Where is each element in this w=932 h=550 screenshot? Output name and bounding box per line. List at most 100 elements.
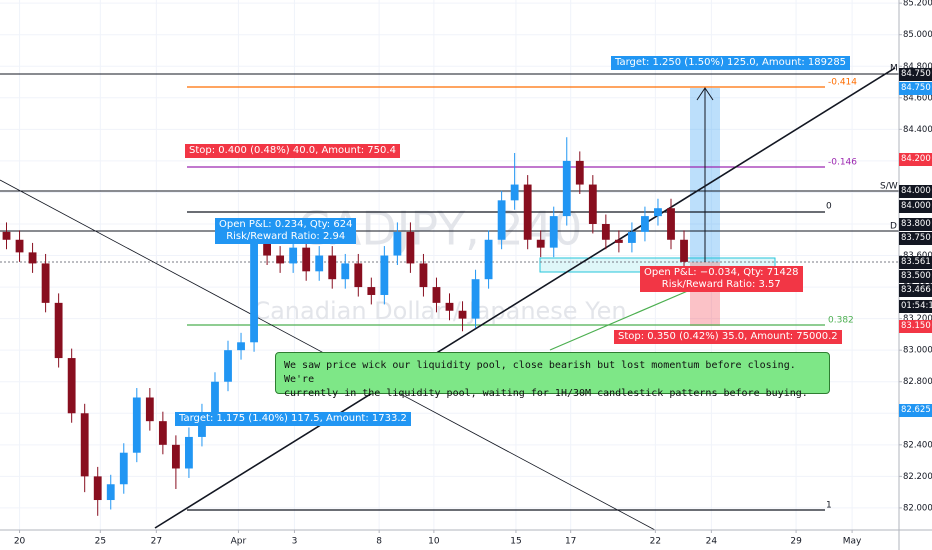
y-tick-label: 83.200: [903, 314, 932, 324]
price-box: 84.000: [899, 184, 932, 198]
note-line: currently in the liquidity pool, waiting…: [284, 388, 808, 399]
candle-body: [484, 239, 493, 280]
price-box: 83.150: [899, 319, 932, 333]
candle-body: [185, 436, 193, 469]
annotation-line: Risk/Reward Ratio: 3.57: [661, 279, 781, 290]
candle-body: [224, 350, 232, 382]
y-tick-label: 82.400: [903, 440, 932, 450]
y-tick-label: 82.200: [903, 472, 932, 482]
candle-body: [627, 231, 636, 243]
candle-body: [15, 239, 24, 253]
x-tick-label: 15: [510, 537, 521, 547]
annotation-line: Open P&L: −0.034, Qty: 71428: [644, 267, 799, 278]
candle-body: [328, 255, 337, 280]
candle-body: [562, 160, 571, 217]
candle-body: [276, 255, 285, 264]
candle-body: [549, 216, 558, 248]
annotation-line: Open P&L: 0.234, Qty: 624: [219, 219, 353, 230]
annotation-box: Target: 1.175 (1.40%) 117.5, Amount: 173…: [175, 412, 411, 426]
candle-body: [211, 381, 219, 414]
y-tick-label: 84.800: [903, 62, 932, 72]
price-box: 84.200: [899, 152, 932, 166]
candle-body: [588, 184, 597, 224]
annotation-box: Stop: 0.400 (0.48%) 40.0, Amount: 750.4: [185, 144, 400, 158]
annotation-box: Open P&L: 0.234, Qty: 624 Risk/Reward Rat…: [215, 218, 357, 244]
candle-body: [315, 255, 324, 272]
price-box: 83.750: [899, 231, 932, 245]
candle-body: [132, 397, 141, 453]
candle-body: [601, 223, 610, 240]
candle-body: [145, 397, 154, 422]
candle-body: [41, 263, 50, 303]
annotation-line: Risk/Reward Ratio: 2.94: [226, 231, 346, 242]
annotation-box: Open P&L: −0.034, Qty: 71428 Risk/Reward …: [640, 266, 803, 292]
candle-body: [158, 421, 167, 445]
arrow-head: [696, 87, 714, 101]
level-label: D: [890, 222, 897, 232]
price-box: 84.750: [899, 67, 932, 81]
candle-body: [93, 476, 102, 501]
candle-body: [445, 302, 454, 311]
price-box: 83.561: [899, 255, 932, 269]
candle-body: [54, 302, 63, 359]
candle-body: [654, 208, 662, 217]
level-label: 0: [826, 202, 832, 212]
y-tick-label: 84.400: [903, 125, 932, 135]
y-tick-label: 82.000: [903, 503, 932, 513]
level-label: S/W: [880, 182, 898, 192]
candle-body: [302, 247, 311, 272]
price-box: 83.466: [899, 283, 932, 297]
candle-body: [106, 484, 115, 501]
candle-body: [393, 231, 402, 256]
x-tick-label: 27: [151, 537, 162, 547]
y-tick-label: 84.600: [903, 93, 932, 103]
candle-body: [119, 452, 128, 485]
candle-body: [171, 444, 180, 469]
candle-body: [510, 184, 519, 201]
x-tick-label: 24: [706, 537, 718, 547]
candle-body: [289, 247, 298, 264]
x-tick-label: 29: [790, 537, 802, 547]
candle-body: [2, 231, 11, 240]
candle-body: [67, 358, 76, 414]
note-box: We saw price wick our liquidity pool, cl…: [275, 352, 830, 399]
y-tick-label: 83.000: [903, 346, 932, 356]
level-label: M: [890, 64, 898, 74]
candle-body: [680, 239, 688, 262]
candle-body: [250, 239, 258, 343]
level-label: 0.382: [828, 316, 854, 326]
price-box: 82.625: [899, 403, 932, 417]
price-box: 84.750: [899, 81, 932, 95]
x-tick-label: Apr: [231, 537, 247, 547]
x-tick-label: 8: [376, 537, 382, 547]
note-pointer: [549, 289, 691, 351]
candle-body: [80, 413, 89, 477]
candle-body: [667, 208, 675, 240]
x-tick-label: 17: [565, 537, 576, 547]
candle-body: [471, 279, 480, 319]
candle-body: [614, 239, 623, 243]
candle-body: [406, 231, 415, 264]
x-tick-label: 3: [292, 537, 298, 547]
candle-body: [497, 200, 506, 240]
x-tick-label: 25: [95, 537, 106, 547]
y-tick-label: 85.200: [903, 0, 932, 9]
level-label: -0.414: [828, 78, 857, 88]
annotation-box: Stop: 0.350 (0.42%) 35.0, Amount: 75000.…: [614, 330, 842, 344]
x-tick-label: 20: [14, 537, 26, 547]
price-box: 84.000: [899, 199, 932, 213]
candle-body: [341, 263, 350, 280]
candle-body: [432, 287, 441, 303]
annotation-box: Target: 1.250 (1.50%) 125.0, Amount: 189…: [611, 56, 851, 70]
x-tick-label: 10: [428, 537, 440, 547]
candle-body: [380, 255, 389, 295]
price-box: 83.800: [899, 217, 932, 231]
candle-body: [354, 263, 363, 288]
candle-body: [237, 342, 245, 351]
y-tick-label: 82.800: [903, 377, 932, 387]
level-label: 1: [826, 501, 832, 511]
candle-body: [536, 239, 545, 248]
price-box: 83.500: [899, 269, 932, 283]
candle-body: [367, 287, 376, 295]
